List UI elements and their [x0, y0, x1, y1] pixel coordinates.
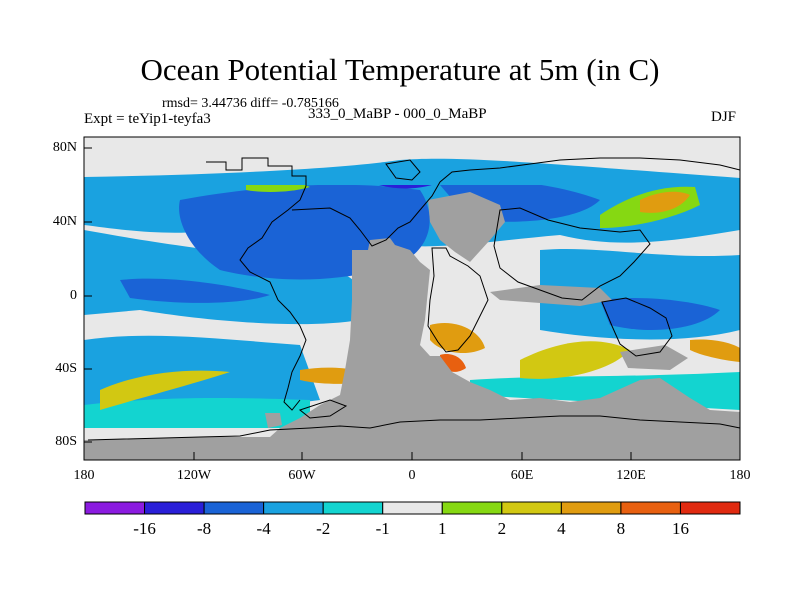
colorbar-swatch	[203, 501, 265, 515]
experiment-label: Expt = teYip1-teyfa3	[84, 111, 211, 127]
x-tick-label: 60E	[510, 468, 534, 483]
colorbar-swatch	[679, 501, 741, 515]
coastline	[493, 207, 651, 301]
plot-title: Ocean Potential Temperature at 5m (in C)	[140, 52, 660, 87]
y-tick-label: 40S	[55, 361, 77, 376]
anomaly-region	[690, 339, 740, 362]
land-area	[428, 192, 505, 262]
colorbar-label: 2	[497, 519, 507, 538]
x-tick-label: 120E	[616, 468, 646, 483]
colorbar-label: -16	[133, 519, 156, 538]
axis-ticks	[84, 147, 632, 460]
x-tick-label: 180	[729, 468, 751, 483]
colorbar-label: 4	[557, 519, 566, 538]
colorbar-swatch	[322, 501, 384, 515]
coastline	[298, 399, 348, 419]
y-tick-label: 80N	[52, 140, 77, 155]
colorbar-swatch	[144, 501, 205, 515]
colorbar-swatch	[620, 501, 681, 515]
coastlines	[87, 157, 741, 441]
colorbar-label: 16	[671, 519, 689, 538]
colorbar-swatch	[560, 501, 622, 515]
season-label: DJF	[711, 109, 737, 125]
land-area	[490, 285, 612, 306]
anomaly-region	[640, 191, 690, 213]
x-tick-label: 120W	[176, 468, 212, 483]
anomaly-region	[120, 278, 270, 303]
colorbar-label: 8	[616, 519, 626, 538]
colorbar-label: 1	[438, 519, 447, 538]
colorbar	[84, 501, 741, 515]
land-mask	[84, 192, 740, 460]
y-tick-label: 80S	[55, 434, 77, 449]
coastline	[206, 157, 307, 411]
colorbar-swatch	[501, 501, 562, 515]
colorbar-label: -2	[316, 519, 331, 538]
anomaly-region	[100, 370, 230, 410]
colorbar-swatch	[263, 501, 324, 515]
coastline	[601, 297, 673, 357]
colorbar-label: -1	[375, 519, 390, 538]
north-polar-cyan	[84, 158, 740, 185]
land-area	[620, 345, 688, 370]
coastline	[427, 247, 489, 353]
colorbar-swatch	[441, 501, 503, 515]
coastline	[87, 415, 741, 441]
colorbar-label: -4	[256, 519, 271, 538]
coastline	[385, 159, 421, 181]
y-tick-label: 40N	[52, 214, 77, 229]
y-tick-label: 0	[70, 288, 77, 303]
colorbar-label: -8	[196, 519, 212, 538]
land-area	[265, 413, 282, 428]
colorbar-swatch	[382, 501, 443, 515]
stats-line: rmsd= 3.44736 diff= -0.785166	[162, 96, 339, 111]
x-tick-label: 60W	[288, 468, 316, 483]
subtitle: 333_0_MaBP - 000_0_MaBP	[308, 106, 487, 122]
x-tick-label: 0	[408, 468, 416, 483]
land-area	[84, 238, 740, 460]
colorbar-swatch	[84, 501, 146, 515]
x-tick-label: 180	[73, 468, 95, 483]
coastline	[291, 157, 741, 247]
anomaly-region	[430, 322, 485, 354]
anomaly-region	[84, 397, 310, 428]
anomaly-region	[520, 341, 630, 379]
